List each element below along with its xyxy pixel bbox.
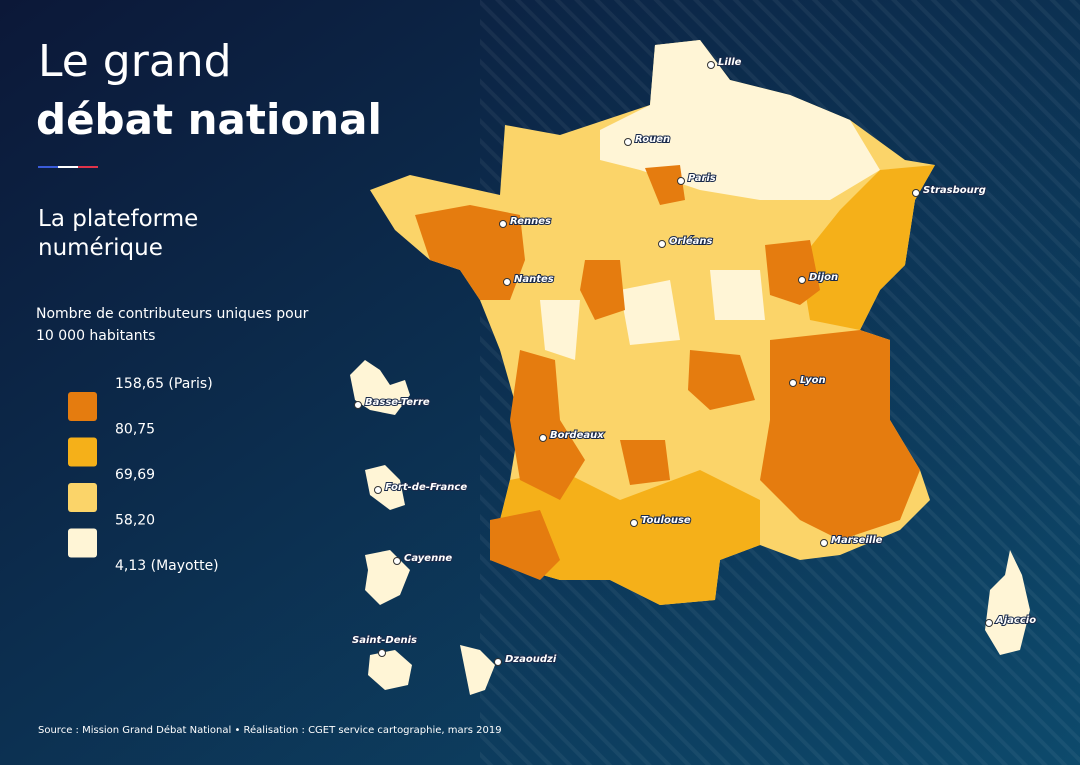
subtitle: La plateforme numérique xyxy=(38,206,199,261)
city-dot xyxy=(494,658,502,666)
region xyxy=(490,470,760,605)
city-label: Strasbourg xyxy=(923,185,986,196)
city-label: Marseille xyxy=(831,535,883,546)
legend-swatch xyxy=(68,392,97,421)
title-light: Le grand xyxy=(38,36,232,87)
city-label: Lyon xyxy=(800,375,826,386)
legend-title: Nombre de contributeurs uniques pour 10 … xyxy=(36,306,309,344)
city-dot xyxy=(658,240,666,248)
city-label: Basse-Terre xyxy=(365,397,430,408)
guadeloupe xyxy=(350,360,410,415)
region xyxy=(620,280,680,345)
city-dot xyxy=(354,401,362,409)
subtitle-box: La plateforme numérique xyxy=(38,206,199,261)
city-label: Cayenne xyxy=(404,553,452,564)
city-dot xyxy=(820,539,828,547)
region xyxy=(620,440,670,485)
city-dot xyxy=(503,278,511,286)
region xyxy=(765,240,820,305)
legend-swatch xyxy=(68,437,97,467)
region xyxy=(710,270,765,320)
city-label: Orléans xyxy=(669,235,713,247)
region xyxy=(645,165,685,205)
city-dot xyxy=(374,486,382,494)
city-label: Bordeaux xyxy=(550,430,604,441)
mayotte xyxy=(460,645,495,695)
city-dot xyxy=(499,220,507,228)
city-label: Ajaccio xyxy=(995,615,1036,626)
reunion xyxy=(368,650,412,690)
region xyxy=(540,300,580,360)
city-label: Saint-Denis xyxy=(352,635,417,646)
city-label: Dzaoudzi xyxy=(505,654,557,665)
legend-label: 58,20 xyxy=(115,513,155,529)
legend-swatch xyxy=(68,483,97,512)
map xyxy=(350,40,1030,695)
city-label: Lille xyxy=(718,57,742,68)
region xyxy=(600,40,880,200)
region xyxy=(415,205,525,300)
city-label: Toulouse xyxy=(641,515,691,526)
region xyxy=(580,260,625,320)
city-dot xyxy=(707,61,715,69)
city-dot xyxy=(798,276,806,284)
legend-title-box: Nombre de contributeurs uniques pour 10 … xyxy=(36,306,309,344)
source: Source : Mission Grand Débat National • … xyxy=(38,724,502,736)
city-dot xyxy=(630,519,638,527)
legend-swatch xyxy=(68,528,97,558)
city-label: Nantes xyxy=(514,274,554,285)
city-dot xyxy=(677,177,685,185)
city-label: Paris xyxy=(688,173,716,184)
legend-label: 80,75 xyxy=(115,422,155,438)
city-label: Dijon xyxy=(809,272,838,283)
region xyxy=(688,350,755,410)
region xyxy=(760,330,920,540)
city-dot xyxy=(393,557,401,565)
city-dot xyxy=(912,189,920,197)
martinique xyxy=(365,465,405,510)
city-dot xyxy=(985,619,993,627)
region xyxy=(800,165,935,330)
city-label: Fort-de-France xyxy=(385,482,467,493)
city-label: Rennes xyxy=(510,216,551,227)
region xyxy=(490,510,560,580)
corsica xyxy=(985,550,1030,655)
legend-label: 69,69 xyxy=(115,467,155,483)
city-dot xyxy=(539,434,547,442)
title-bold: débat national xyxy=(36,95,382,144)
region xyxy=(510,350,585,500)
legend-label: 4,13 (Mayotte) xyxy=(115,558,219,574)
city-dot xyxy=(624,138,632,146)
city-dot xyxy=(378,649,386,657)
legend-label: 158,65 (Paris) xyxy=(115,376,213,392)
cities: Lille Rouen Paris Strasbourg Rennes Orléans Na… xyxy=(351,56,1037,666)
legend: 158,65 (Paris) 80,75 69,69 58,20 4,13 (Mayot… xyxy=(68,376,219,574)
city-label: Rouen xyxy=(635,134,670,145)
city-dot xyxy=(789,379,797,387)
